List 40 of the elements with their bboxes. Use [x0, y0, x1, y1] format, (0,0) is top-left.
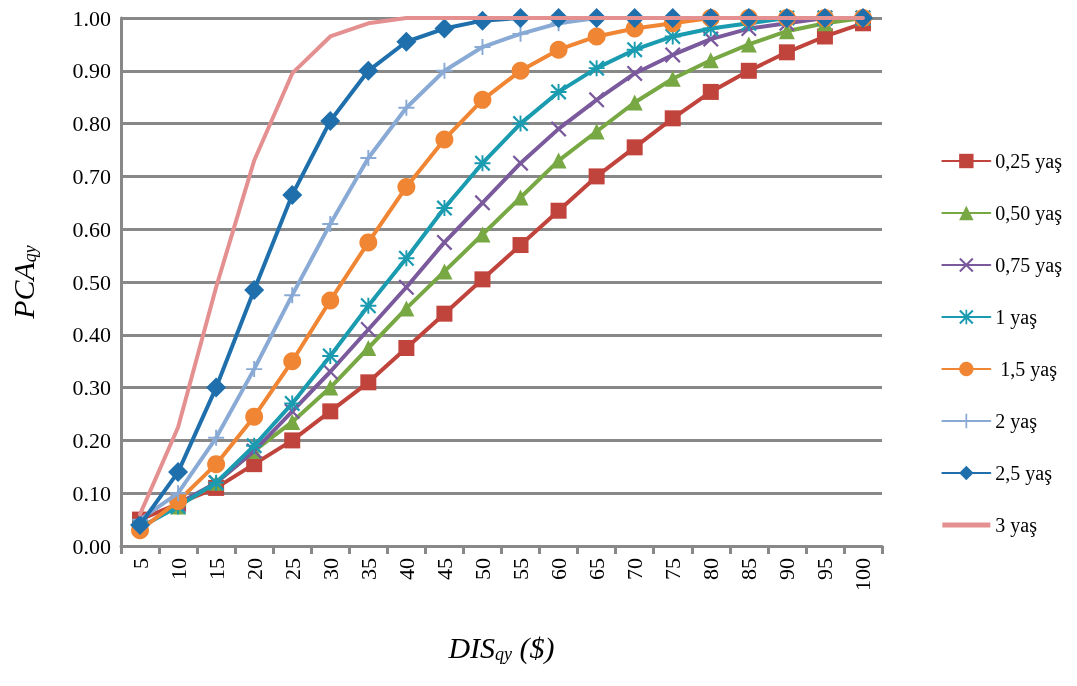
- legend-label: 0,75 yaş: [995, 254, 1063, 277]
- x-tick-label: 95: [812, 558, 838, 580]
- x-tick-label: 40: [393, 558, 419, 580]
- y-tick-label: 0.40: [72, 322, 111, 348]
- legend-label: 3 yaş: [995, 514, 1038, 537]
- x-tick-label: 20: [241, 558, 267, 580]
- y-tick-label: 0.70: [72, 163, 111, 189]
- y-tick-label: 0.80: [72, 111, 111, 137]
- y-tick-label: 0.20: [72, 427, 111, 453]
- x-tick-label: 70: [622, 558, 648, 580]
- x-tick-label: 10: [165, 558, 191, 580]
- legend-label: 1 yaş: [995, 306, 1038, 329]
- x-tick-label: 100: [850, 558, 876, 591]
- x-tick-label: 25: [279, 558, 305, 580]
- x-tick-label: 35: [355, 558, 381, 580]
- y-tick-label: 1.00: [72, 5, 111, 31]
- x-tick-label: 85: [736, 558, 762, 580]
- legend-label: 2 yaş: [995, 410, 1038, 433]
- y-tick-label: 0.00: [72, 533, 111, 559]
- y-tick-label: 0.10: [72, 480, 111, 506]
- x-tick-label: 55: [508, 558, 534, 580]
- x-tick-label: 15: [203, 558, 229, 580]
- x-tick-label: 90: [774, 558, 800, 580]
- x-tick-label: 65: [584, 558, 610, 580]
- legend-label: 1,5 yaş: [995, 358, 1058, 381]
- y-tick-label: 0.30: [72, 375, 111, 401]
- y-tick-label: 0.90: [72, 58, 111, 84]
- x-tick-label: 5: [127, 558, 153, 569]
- x-tick-label: 45: [431, 558, 457, 580]
- legend-label: 2,5 yaş: [995, 462, 1053, 485]
- y-axis-title: PCAqy: [6, 245, 40, 320]
- x-tick-label: 75: [660, 558, 686, 580]
- y-tick-label: 0.60: [72, 216, 111, 242]
- legend-label: 0,50 yaş: [995, 202, 1063, 225]
- legend-label: 0,25 yaş: [995, 150, 1063, 173]
- x-tick-label: 30: [317, 558, 343, 580]
- x-tick-label: 50: [469, 558, 495, 580]
- x-tick-label: 80: [698, 558, 724, 580]
- x-tick-label: 60: [546, 558, 572, 580]
- y-tick-label: 0.50: [72, 269, 111, 295]
